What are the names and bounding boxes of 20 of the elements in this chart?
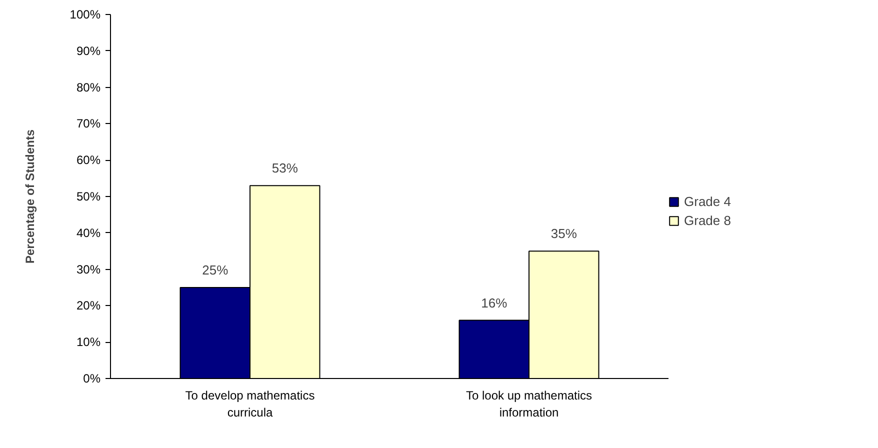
x-tick-label: To look up mathematics information — [466, 388, 592, 420]
y-tick-label: 60% — [76, 153, 101, 168]
y-tick-label: 50% — [76, 190, 101, 204]
y-tick-label: 70% — [76, 116, 101, 131]
y-tick-label: 0% — [83, 372, 101, 386]
y-tick-label: 10% — [76, 335, 101, 350]
y-tick-label: 20% — [76, 298, 101, 313]
data-label: 16% — [481, 295, 508, 310]
y-tick-label: 80% — [76, 80, 101, 94]
data-label: 35% — [550, 226, 578, 242]
legend-label: Grade 8 — [684, 213, 731, 228]
legend-label: Grade 4 — [684, 194, 731, 209]
y-tick-label: 30% — [76, 262, 101, 276]
data-label: 53% — [272, 160, 298, 176]
data-label: 25% — [202, 262, 229, 278]
y-tick-label: 40% — [76, 226, 101, 240]
y-tick-label: 90% — [76, 44, 101, 58]
y-tick-label: 100% — [70, 8, 101, 22]
x-tick-label: To develop mathematics curricula — [185, 388, 315, 420]
y-axis-title: Percentage of Students — [22, 129, 37, 264]
